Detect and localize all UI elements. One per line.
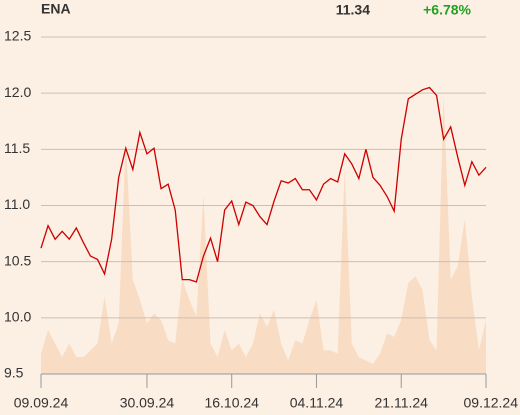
y-tick-label: 9.5 [4,365,24,381]
price-change: +6.78% [423,2,471,18]
x-tick-label: 30.09.24 [120,395,175,411]
y-tick-label: 12.5 [4,28,31,44]
last-price: 11.34 [336,2,370,18]
x-tick-label: 09.12.24 [464,395,519,411]
x-tick-label: 21.11.24 [375,395,429,411]
price-line [40,86,487,283]
x-tick-label: 04.11.24 [290,395,344,411]
y-tick-label: 10.0 [4,309,31,325]
x-tick-label: 09.09.24 [14,395,69,411]
y-tick-label: 10.5 [4,252,31,268]
y-tick-label: 12.0 [4,84,31,100]
volume-area [41,94,486,374]
y-tick-label: 11.0 [4,196,30,212]
x-tick-label: 16.10.24 [204,395,259,411]
y-tick-label: 11.5 [4,140,30,156]
ticker: ENA [41,1,71,17]
